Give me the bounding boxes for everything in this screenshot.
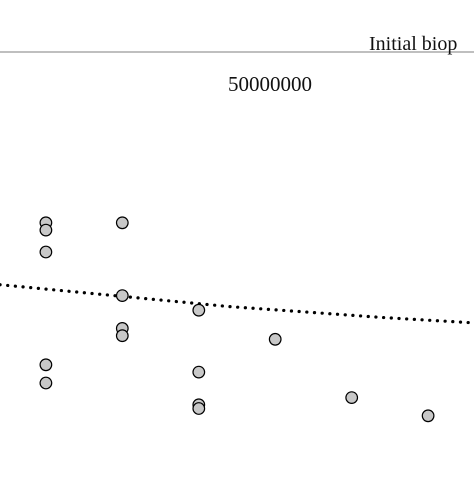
data-point bbox=[39, 245, 53, 259]
header-label: Initial biop bbox=[369, 33, 457, 55]
data-point bbox=[192, 365, 206, 379]
data-point bbox=[345, 391, 359, 405]
data-point bbox=[39, 223, 53, 237]
data-point bbox=[39, 358, 53, 372]
data-point bbox=[39, 376, 53, 390]
chart-title: 50000000 bbox=[228, 72, 312, 96]
data-point bbox=[115, 329, 129, 343]
data-point bbox=[192, 303, 206, 317]
data-point bbox=[268, 332, 282, 346]
trendline-layer bbox=[0, 283, 474, 325]
trendline bbox=[0, 283, 474, 325]
data-point bbox=[192, 402, 206, 415]
data-points-layer bbox=[39, 216, 435, 423]
data-point bbox=[421, 409, 435, 423]
data-point bbox=[115, 289, 129, 303]
data-point bbox=[115, 216, 129, 230]
